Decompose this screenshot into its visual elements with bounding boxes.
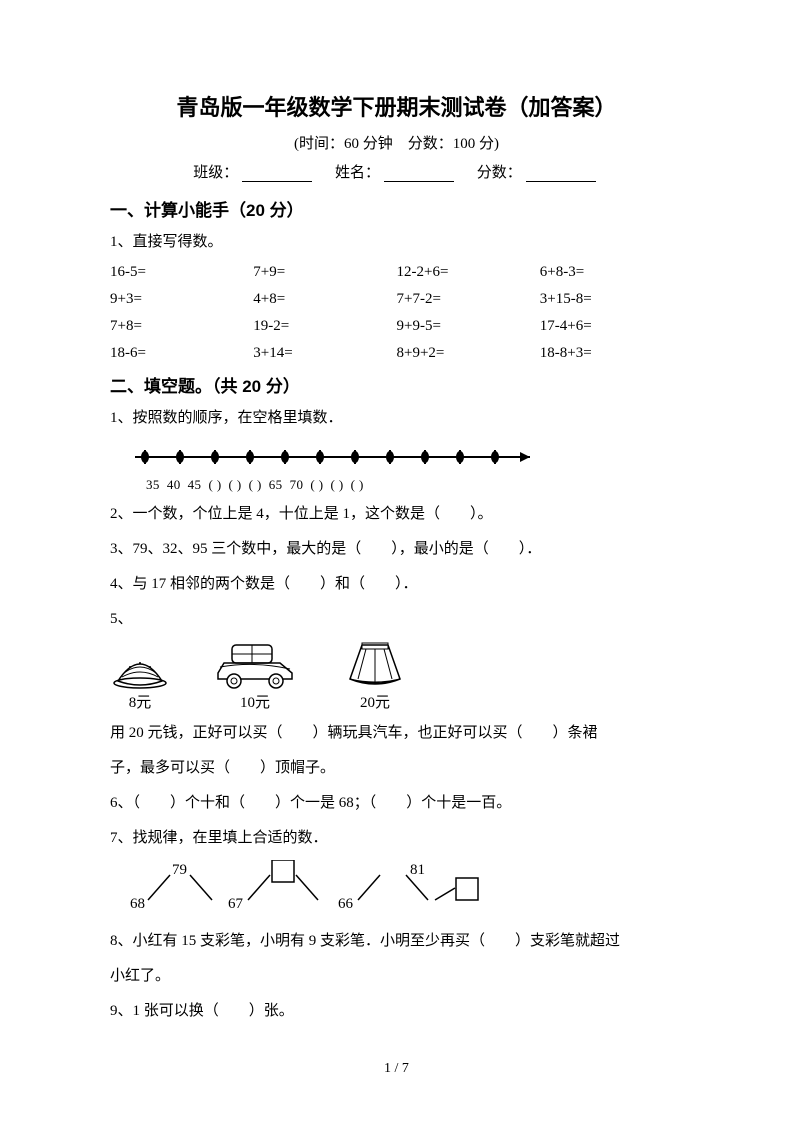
- pattern-svg: 68 79 67 66 81: [110, 860, 570, 915]
- calc-cell: 9+9-5=: [397, 318, 540, 335]
- section2-q7: 7、找规律，在里填上合适的数．: [110, 825, 683, 852]
- page-footer: 1 / 7: [0, 1061, 793, 1077]
- item-price: 20元: [340, 691, 410, 712]
- nl-label: ( ): [249, 477, 262, 493]
- nl-label: 40: [167, 477, 181, 493]
- blank-score: [526, 166, 596, 182]
- info-line: 班级： 姓名： 分数：: [110, 161, 683, 182]
- calc-cell: 18-8+3=: [540, 345, 683, 362]
- section2-q2: 2、一个数，个位上是 4，十位上是 1，这个数是（ ）。: [110, 501, 683, 528]
- calc-cell: 7+7-2=: [397, 291, 540, 308]
- section2-q1: 1、按照数的顺序，在空格里填数．: [110, 405, 683, 432]
- pat-b: 79: [172, 862, 187, 878]
- item-skirt: 20元: [340, 639, 410, 712]
- section2-heading: 二、填空题。（共 20 分）: [110, 372, 683, 397]
- calc-cell: 7+9=: [253, 264, 396, 281]
- item-car: 10元: [210, 639, 300, 712]
- nl-label: ( ): [351, 477, 364, 493]
- section2-q3: 3、79、32、95 三个数中，最大的是（ ），最小的是（ ）．: [110, 536, 683, 563]
- section2-q6: 6、（ ）个十和（ ）个一是 68；（ ）个十是一百。: [110, 790, 683, 817]
- calc-cell: 3+14=: [253, 345, 396, 362]
- nl-label: ( ): [331, 477, 344, 493]
- calc-cell: 12-2+6=: [397, 264, 540, 281]
- calc-cell: 17-4+6=: [540, 318, 683, 335]
- items-row: 8元 10元 20元: [110, 639, 683, 712]
- section2-q8-2: 小红了。: [110, 963, 683, 990]
- section2-q5-text1: 用 20 元钱，正好可以买（ ）辆玩具汽车，也正好可以买（ ）条裙: [110, 720, 683, 747]
- section1-q1: 1、直接写得数。: [110, 229, 683, 256]
- calc-cell: 6+8-3=: [540, 264, 683, 281]
- pattern-diagram: 68 79 67 66 81: [110, 860, 683, 920]
- pat-c: 67: [228, 896, 244, 912]
- section2-q9: 9、1 张可以换（ ）张。: [110, 998, 683, 1025]
- pat-e: 81: [410, 862, 425, 878]
- nl-label: ( ): [229, 477, 242, 493]
- page-title: 青岛版一年级数学下册期末测试卷（加答案）: [110, 90, 683, 122]
- calc-cell: 4+8=: [253, 291, 396, 308]
- label-class: 班级：: [193, 165, 238, 181]
- number-line: 35 40 45 ( ) ( ) ( ) 65 70 ( ) ( ) ( ): [130, 442, 683, 493]
- label-name: 姓名：: [335, 165, 380, 181]
- blank-class: [242, 166, 312, 182]
- item-hat: 8元: [110, 647, 170, 712]
- section1-heading: 一、计算小能手（20 分）: [110, 196, 683, 221]
- pat-d: 66: [338, 896, 354, 912]
- calc-cell: 16-5=: [110, 264, 253, 281]
- blank-name: [384, 166, 454, 182]
- hat-icon: [110, 647, 170, 689]
- section2-q8-1: 8、小红有 15 支彩笔，小明有 9 支彩笔．小明至少再买（ ）支彩笔就超过: [110, 928, 683, 955]
- numberline-labels: 35 40 45 ( ) ( ) ( ) 65 70 ( ) ( ) ( ): [146, 477, 683, 493]
- calc-grid: 16-5= 7+9= 12-2+6= 6+8-3= 9+3= 4+8= 7+7-…: [110, 264, 683, 362]
- calc-cell: 18-6=: [110, 345, 253, 362]
- skirt-icon: [340, 639, 410, 689]
- nl-label: 35: [146, 477, 160, 493]
- nl-label: 70: [290, 477, 304, 493]
- calc-cell: 19-2=: [253, 318, 396, 335]
- item-price: 10元: [210, 691, 300, 712]
- calc-cell: 8+9+2=: [397, 345, 540, 362]
- car-icon: [210, 639, 300, 689]
- item-price: 8元: [110, 691, 170, 712]
- nl-label: 65: [269, 477, 283, 493]
- section2-q4: 4、与 17 相邻的两个数是（ ）和（ ）．: [110, 571, 683, 598]
- calc-cell: 7+8=: [110, 318, 253, 335]
- nl-label: 45: [188, 477, 202, 493]
- nl-label: ( ): [310, 477, 323, 493]
- numberline-svg: [130, 442, 550, 472]
- pat-a: 68: [130, 896, 145, 912]
- section2-q5-text2: 子，最多可以买（ ）顶帽子。: [110, 755, 683, 782]
- nl-label: ( ): [208, 477, 221, 493]
- calc-cell: 9+3=: [110, 291, 253, 308]
- label-score: 分数：: [477, 165, 522, 181]
- calc-cell: 3+15-8=: [540, 291, 683, 308]
- section2-q5-label: 5、: [110, 606, 683, 633]
- subtitle: (时间：60 分钟 分数：100 分): [110, 132, 683, 153]
